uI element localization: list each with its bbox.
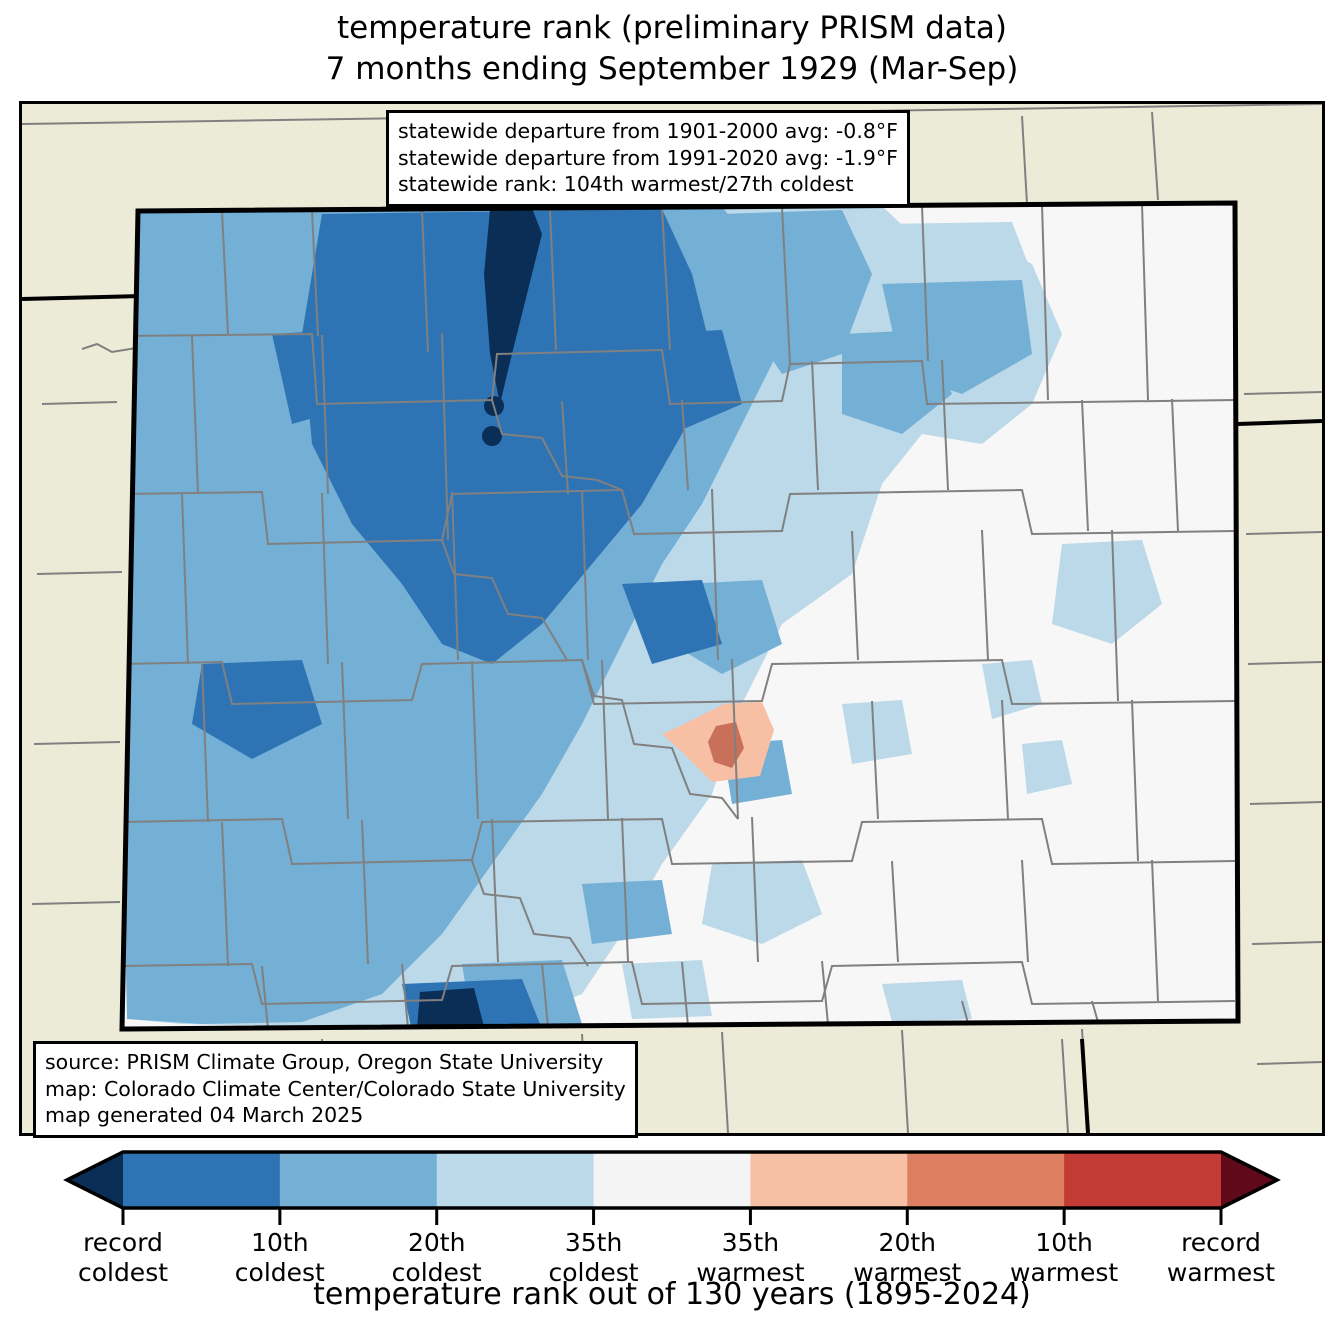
stats-departure-1901-2000: statewide departure from 1901-2000 avg: … — [398, 119, 898, 143]
colorbar-label-4-bottom: warmest — [696, 1258, 805, 1287]
source-credits-box: source: PRISM Climate Group, Oregon Stat… — [33, 1041, 638, 1138]
colorbar-label-0-top: record — [83, 1228, 163, 1257]
stats-departure-1991-2020: statewide departure from 1991-2020 avg: … — [398, 145, 898, 170]
colorbar-label-4: 35th warmest — [655, 1228, 845, 1288]
colorbar-label-1-top: 10th — [251, 1228, 309, 1257]
title-line-1: temperature rank (preliminary PRISM data… — [336, 10, 1007, 46]
colorbar-label-7: record warmest — [1126, 1228, 1316, 1288]
colorbar-segment-1 — [279, 1152, 438, 1208]
source-line: source: PRISM Climate Group, Oregon Stat… — [45, 1050, 604, 1074]
colorbar-label-3: 35th coldest — [499, 1228, 689, 1288]
colorbar-label-7-bottom: warmest — [1166, 1258, 1276, 1287]
colorbar-label-1: 10th coldest — [185, 1228, 375, 1288]
colorbar-segment-5 — [907, 1152, 1065, 1208]
colorbar-cap-record-coldest — [67, 1152, 123, 1208]
colorbar: record coldest 10th coldest 20th coldest 35th c… — [0, 1146, 1344, 1332]
colorbar-border — [63, 1150, 1281, 1210]
colorbar-label-2-top: 20th — [407, 1228, 466, 1257]
colorbar-segment-4 — [750, 1152, 908, 1208]
colorbar-label-2: 20th coldest — [342, 1228, 532, 1288]
title-line-2: 7 months ending September 1929 (Mar-Sep) — [325, 51, 1019, 87]
stats-statewide-rank: statewide rank: 104th warmest/27th colde… — [398, 172, 854, 196]
colorbar-label-4-top: 35th — [721, 1228, 780, 1257]
colorbar-label-7-top: record — [1181, 1228, 1261, 1257]
colorbar-label-3-top: 35th — [564, 1228, 623, 1257]
colorbar-segment-6 — [1064, 1152, 1222, 1208]
colorbar-label-0-bottom: coldest — [77, 1258, 169, 1287]
colorbar-label-5-bottom: warmest — [853, 1258, 962, 1287]
colorbar-swatches — [63, 1150, 1281, 1225]
statewide-stats-box: statewide departure from 1901-2000 avg: … — [386, 110, 910, 207]
colorbar-label-1-bottom: coldest — [234, 1258, 325, 1287]
colorbar-label-5: 20th warmest — [812, 1228, 1002, 1288]
colorbar-segment-2 — [436, 1152, 595, 1208]
colorbar-label-0: record coldest — [28, 1228, 218, 1288]
rank-contour-layer — [122, 203, 1238, 1029]
colorbar-label-6-bottom: warmest — [1010, 1258, 1119, 1287]
colorbar-label-6-top: 10th — [1035, 1228, 1093, 1257]
colorbar-segment-3 — [593, 1152, 752, 1208]
colorado-temperature-rank-map — [22, 104, 1322, 1133]
colorbar-label-3-bottom: coldest — [548, 1258, 639, 1287]
map-generated-line: map generated 04 March 2025 — [45, 1103, 364, 1127]
colorbar-caption: temperature rank out of 130 years (1895-… — [313, 1277, 1031, 1312]
colorbar-label-5-top: 20th — [878, 1228, 937, 1257]
page-title: temperature rank (preliminary PRISM data… — [0, 8, 1344, 90]
map-frame — [19, 101, 1325, 1136]
colorbar-segment-0 — [123, 1152, 281, 1208]
map-credit-line: map: Colorado Climate Center/Colorado St… — [45, 1076, 626, 1101]
colorbar-label-2-bottom: coldest — [391, 1258, 482, 1287]
colorbar-cap-record-warmest — [1221, 1152, 1277, 1208]
colorado-county-lines — [122, 203, 1236, 1029]
neighbor-state-lines — [22, 294, 1322, 1133]
colorbar-label-6: 10th warmest — [969, 1228, 1159, 1288]
